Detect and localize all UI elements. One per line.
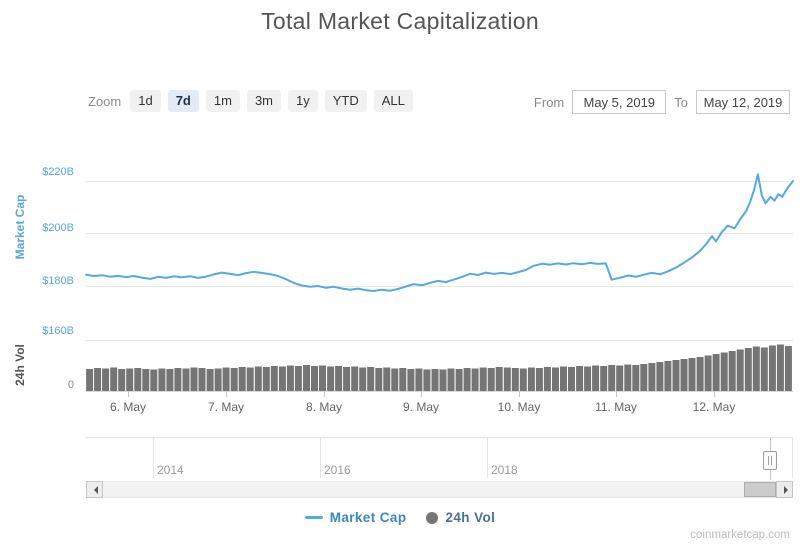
- circle-swatch-icon: [426, 511, 439, 524]
- watermark: coinmarketcap.com: [690, 529, 790, 541]
- zoom-button-1d[interactable]: 1d: [130, 90, 161, 112]
- scrollbar-left-arrow-button[interactable]: [86, 481, 103, 498]
- navigator-right-edge: [792, 438, 793, 478]
- zoom-button-1y[interactable]: 1y: [288, 90, 318, 112]
- x-label-12may: 12. May: [692, 400, 736, 414]
- x-tick-12may: [714, 391, 715, 397]
- y-tick-160b: $160B: [42, 325, 74, 337]
- range-controls: Zoom 1d 7d 1m 3m 1y YTD ALL From To: [88, 90, 790, 116]
- x-axis-line: [86, 391, 793, 392]
- x-tick-11may: [616, 391, 617, 397]
- volume-bars-series: [86, 344, 792, 391]
- navigator-gridline-2018: [487, 438, 488, 478]
- gridline-200b: [86, 233, 793, 234]
- navigator-top-line: [86, 437, 793, 438]
- legend-item-market-cap[interactable]: Market Cap: [304, 510, 407, 525]
- to-date-input[interactable]: [696, 90, 790, 114]
- line-swatch-icon: [304, 516, 323, 519]
- date-range-group: From To: [534, 90, 790, 114]
- x-label-8may: 8. May: [305, 400, 342, 414]
- gridline-160b-volume-pane-top: [86, 340, 793, 341]
- navigator-gridline-2014: [153, 438, 154, 478]
- page-title: Total Market Capitalization: [261, 8, 539, 34]
- scrollbar-right-arrow-button[interactable]: [776, 481, 793, 498]
- left-arrow-icon: [90, 486, 98, 494]
- y-tick-zero: 0: [67, 379, 74, 391]
- x-label-9may: 9. May: [402, 400, 439, 414]
- zoom-button-all[interactable]: ALL: [373, 90, 413, 112]
- x-tick-8may: [324, 391, 325, 397]
- y-axis-title-market-cap: Market Cap: [13, 194, 27, 260]
- gridline-220b: [86, 181, 793, 182]
- from-date-input[interactable]: [572, 90, 667, 114]
- zoom-button-1m[interactable]: 1m: [205, 90, 240, 112]
- navigator-year-2018: 2018: [491, 463, 518, 477]
- from-label: From: [533, 94, 565, 110]
- x-tick-10may: [519, 391, 520, 397]
- zoom-label: Zoom: [88, 93, 122, 109]
- to-label: To: [674, 94, 688, 110]
- legend-label-market-cap: Market Cap: [329, 510, 407, 525]
- legend: Market Cap 24h Vol: [0, 510, 800, 525]
- y-tick-200b: $200B: [42, 222, 74, 234]
- y-tick-220b: $220B: [42, 166, 74, 178]
- x-tick-7may: [226, 391, 227, 397]
- y-axis-title-24h-vol: 24h Vol: [13, 344, 27, 386]
- navigator-year-2014: 2014: [157, 463, 184, 477]
- y-tick-180b: $180B: [42, 275, 74, 287]
- zoom-button-7d[interactable]: 7d: [167, 90, 199, 112]
- legend-label-24h-vol: 24h Vol: [445, 510, 496, 525]
- x-label-6may: 6. May: [109, 400, 146, 414]
- navigator-range-handle[interactable]: [763, 451, 777, 470]
- scrollbar-track[interactable]: [86, 481, 793, 498]
- x-label-10may: 10. May: [497, 400, 541, 414]
- scrollbar-thumb[interactable]: [744, 482, 776, 497]
- x-tick-9may: [421, 391, 422, 397]
- right-arrow-icon: [784, 486, 792, 494]
- navigator-year-2016: 2016: [324, 463, 351, 477]
- x-label-7may: 7. May: [207, 400, 244, 414]
- zoom-button-3m[interactable]: 3m: [246, 90, 281, 112]
- navigator-gridline-2016: [320, 438, 321, 478]
- legend-item-24h-vol[interactable]: 24h Vol: [426, 510, 495, 525]
- zoom-button-ytd[interactable]: YTD: [324, 90, 367, 112]
- zoom-button-group: Zoom 1d 7d 1m 3m 1y YTD ALL: [88, 90, 413, 112]
- x-tick-6may: [128, 391, 129, 397]
- gridline-180b: [86, 286, 793, 287]
- x-label-11may: 11. May: [595, 400, 637, 414]
